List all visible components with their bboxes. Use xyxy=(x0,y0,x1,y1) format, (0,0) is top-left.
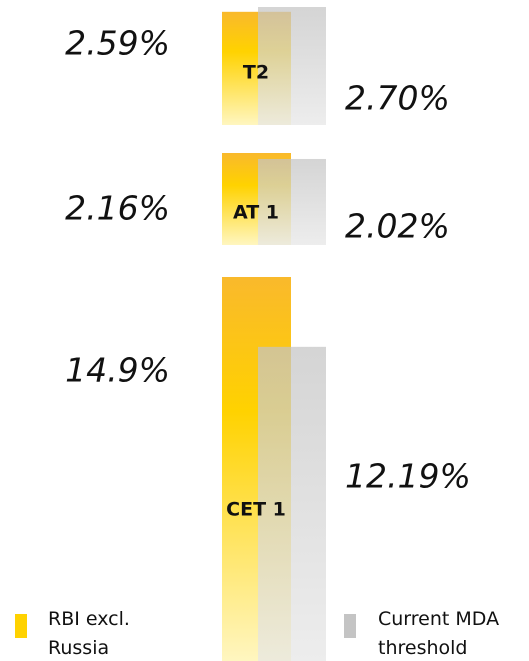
value-label: 2.59% xyxy=(65,24,170,63)
legend-swatch xyxy=(15,614,27,638)
bar xyxy=(258,158,326,245)
value-label: 12.19% xyxy=(345,457,471,496)
value-label: 2.02% xyxy=(345,207,450,246)
value-label: 14.9% xyxy=(65,351,170,390)
legend-label: Current MDA threshold xyxy=(378,608,500,659)
category-label: T2 xyxy=(243,62,269,84)
value-label: 2.70% xyxy=(345,79,450,118)
legend-label: RBI excl. Russia xyxy=(48,608,130,659)
bar xyxy=(258,7,326,125)
legend-swatch xyxy=(344,614,356,638)
category-label: CET 1 xyxy=(226,499,286,521)
value-label: 2.16% xyxy=(65,189,170,228)
category-label: AT 1 xyxy=(233,202,279,224)
bar xyxy=(258,346,326,661)
